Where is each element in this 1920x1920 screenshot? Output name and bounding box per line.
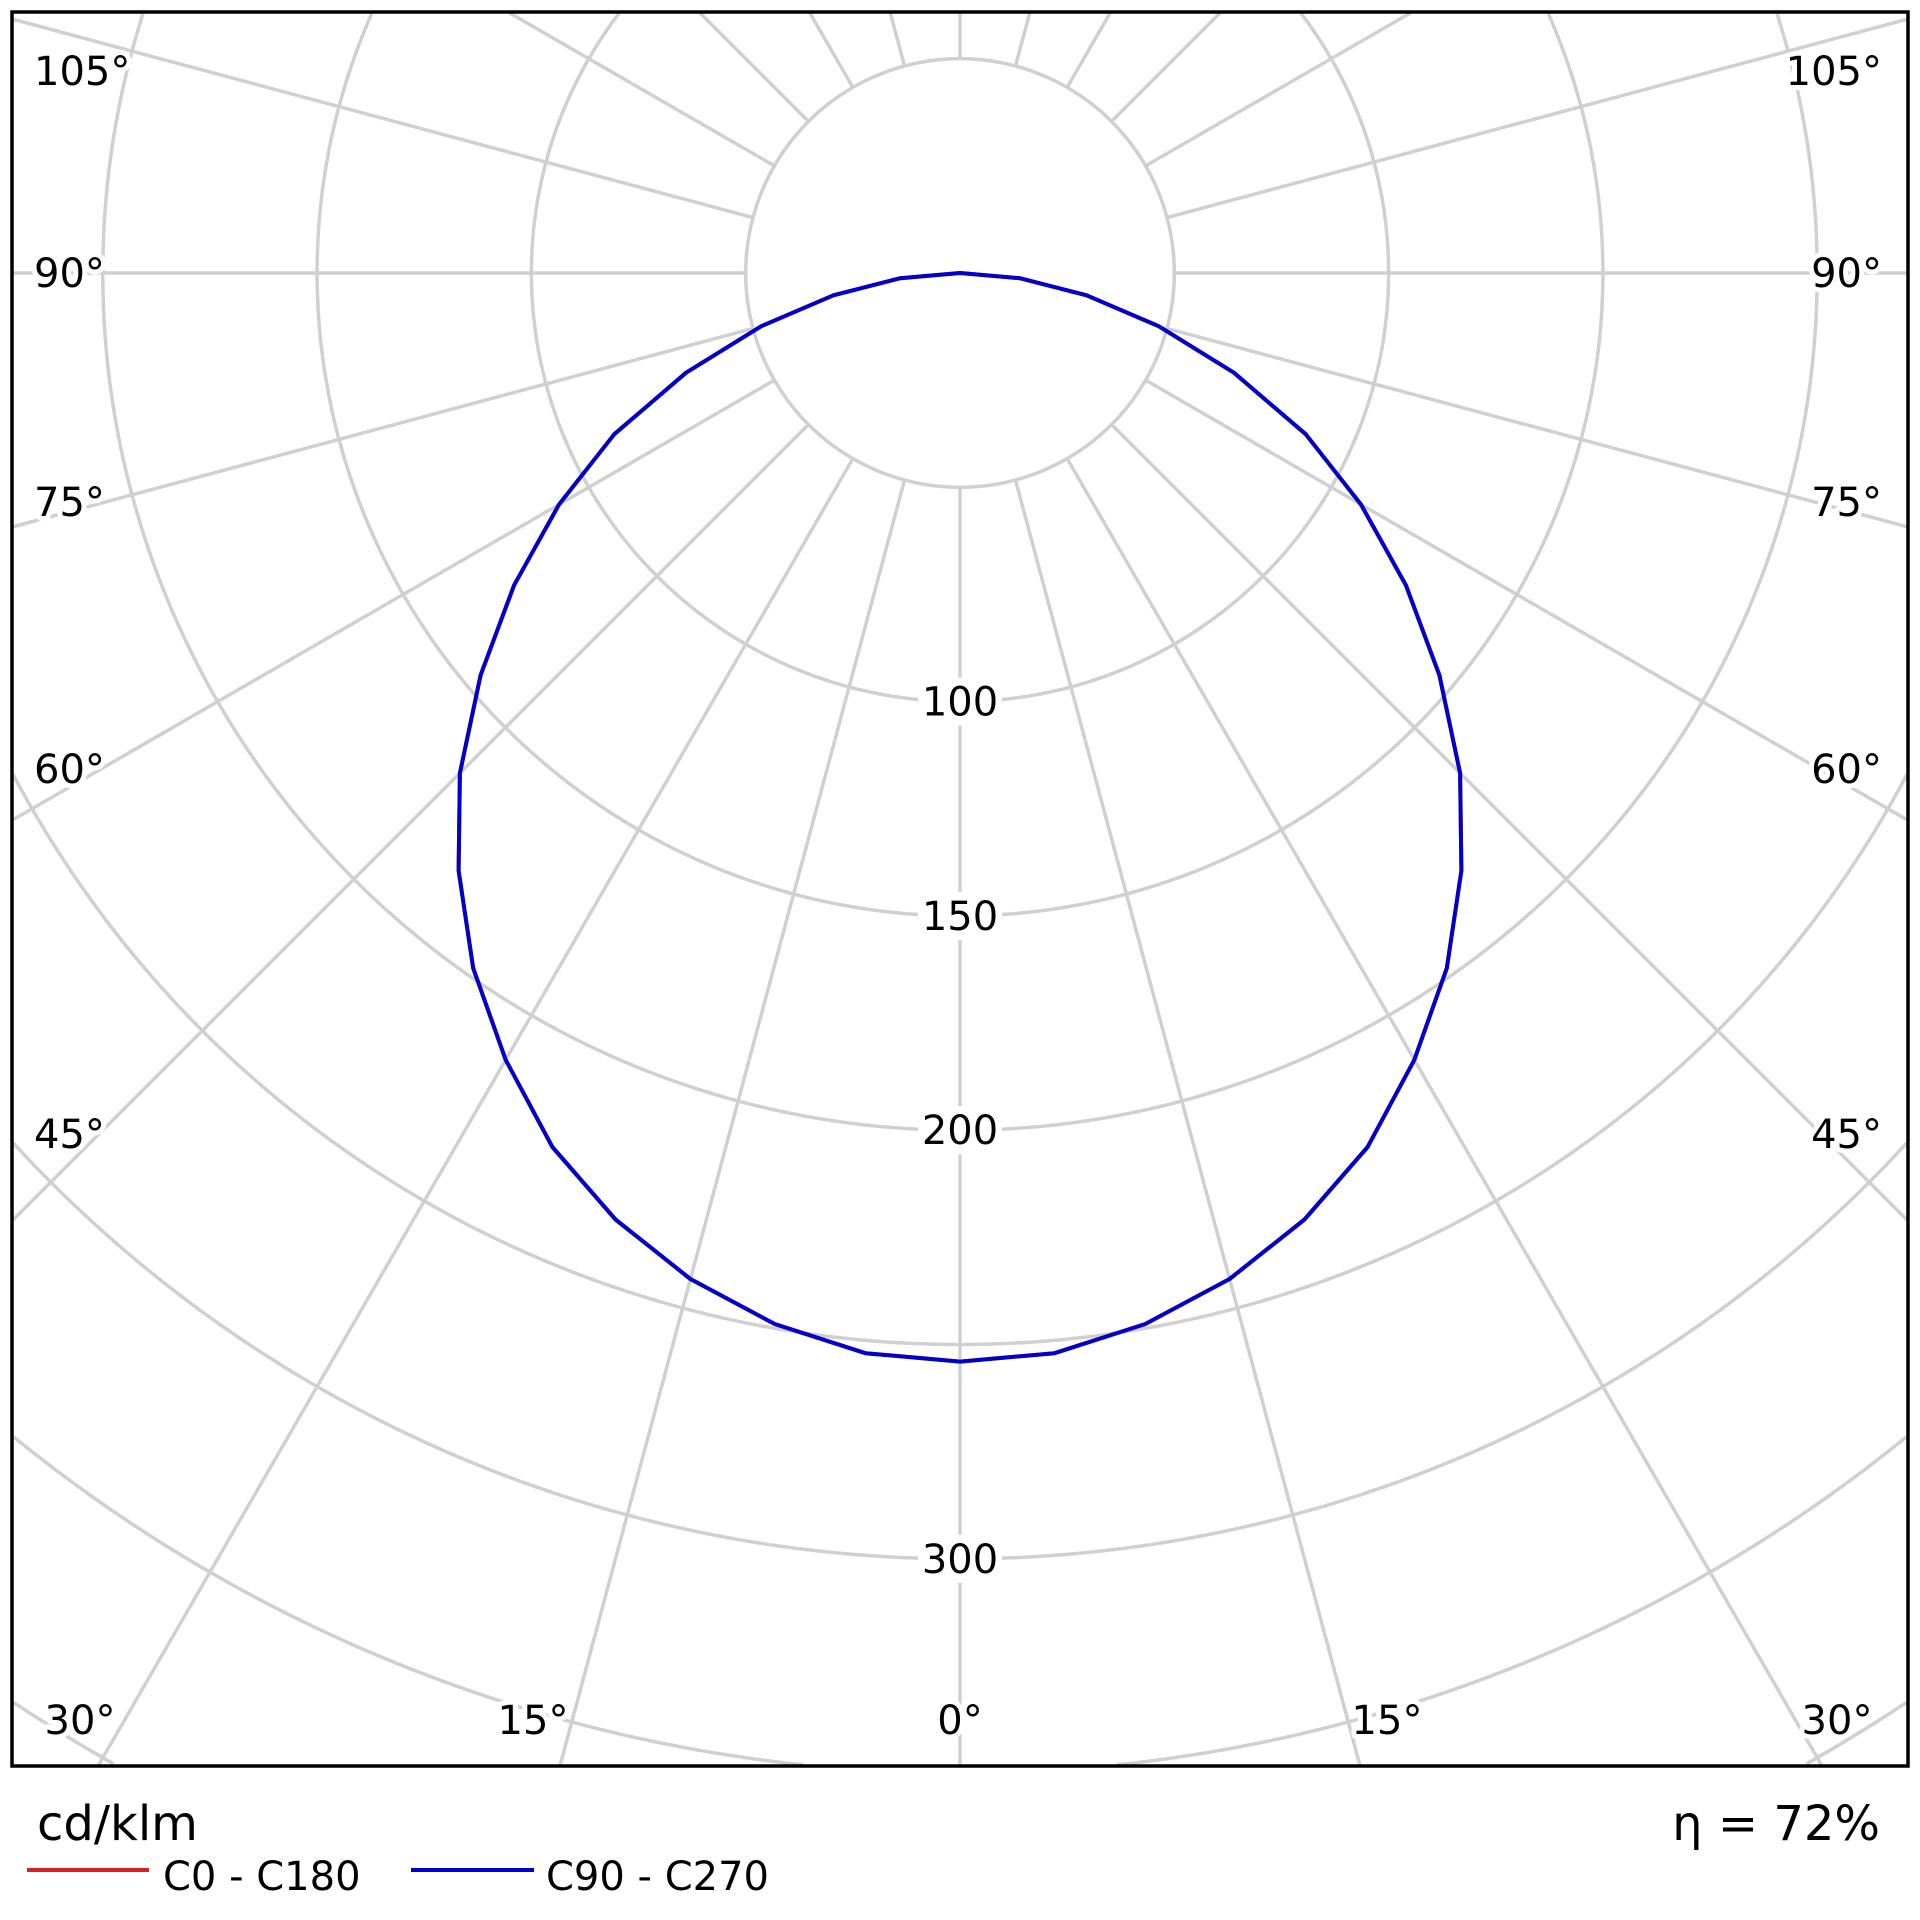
grid-ring-300 [12,1142,1908,1561]
angle-label-left-105: 105° [34,49,130,95]
radial-label-300: 300 [922,1537,998,1583]
grid-spoke-45-left [11,423,810,1222]
legend-label-c0-c180: C0 - C180 [163,1854,361,1900]
angle-label-right-45: 45° [1811,1112,1882,1158]
radial-label-bg [918,1534,1002,1583]
angle-label-right-75: 75° [1811,480,1882,526]
grid-spoke-120-right [1144,11,1412,168]
grid-spoke-30-right [1065,457,1823,1766]
grid-spoke-60-right [1144,378,1908,822]
radial-label-150: 150 [922,894,998,940]
grid-ring-250 [11,773,1909,1347]
curves [456,271,1464,1364]
angle-label-bottom-left-15: 15° [498,1698,569,1744]
series-curve-c90-c270 [456,271,1464,1364]
grid-spoke-60-left [12,378,776,822]
radial-label-bg [918,1106,1002,1155]
polar-grid [11,11,1909,1767]
grid-spoke-120-left [508,11,776,168]
angle-label-left-75: 75° [34,480,105,526]
grid-ring-100 [529,12,1391,704]
grid-ring-350 [12,1435,1908,1767]
grid-spoke-135-right [1110,11,1222,123]
angle-label-bottom-0: 0° [937,1698,982,1744]
legend-label-c90-c270: C90 - C270 [546,1854,769,1900]
grid-spoke-30-left [97,457,855,1766]
grid-spoke-75-right [1166,326,1908,529]
angle-label-right-90: 90° [1811,251,1882,297]
grid-spoke-165-right [1013,12,1032,67]
radial-tick-labels: 100 150 200 300 [917,675,1003,1588]
grid-spoke-105-right [1166,17,1908,220]
unit-label: cd/klm [37,1796,198,1852]
radial-label-bg [918,891,1002,940]
plot-frame [10,10,1910,1768]
angle-label-left-45: 45° [34,1112,105,1158]
grid-spoke-165-left [888,12,907,67]
radial-label-bg [918,677,1002,726]
angle-label-left-60: 60° [34,747,105,793]
grid-spoke-75-left [12,326,754,529]
grid-spoke-15-left [558,479,907,1766]
angle-label-bottom-right-15: 15° [1352,1698,1423,1744]
grid-spoke-150-right [1065,12,1112,89]
angle-label-right-60: 60° [1811,747,1882,793]
grid-spoke-135-left [698,11,810,123]
radial-label-100: 100 [922,680,998,726]
grid-spoke-15-right [1013,479,1362,1766]
grid-spoke-150-left [808,12,855,89]
angle-label-left-90: 90° [34,251,105,297]
radial-label-200: 200 [922,1108,998,1154]
grid-ring-200 [101,13,1819,1132]
efficiency-label: η = 72% [1672,1796,1880,1852]
angle-label-bottom-left-30: 30° [45,1698,116,1744]
angle-label-right-105: 105° [1786,49,1882,95]
grid-ring-400 [12,1701,1908,1766]
grid-spoke-105-left [12,17,754,220]
angle-label-bottom-right-30: 30° [1802,1698,1873,1744]
grid-spoke-45-right [1110,423,1909,1222]
grid-ring-150 [315,12,1605,918]
